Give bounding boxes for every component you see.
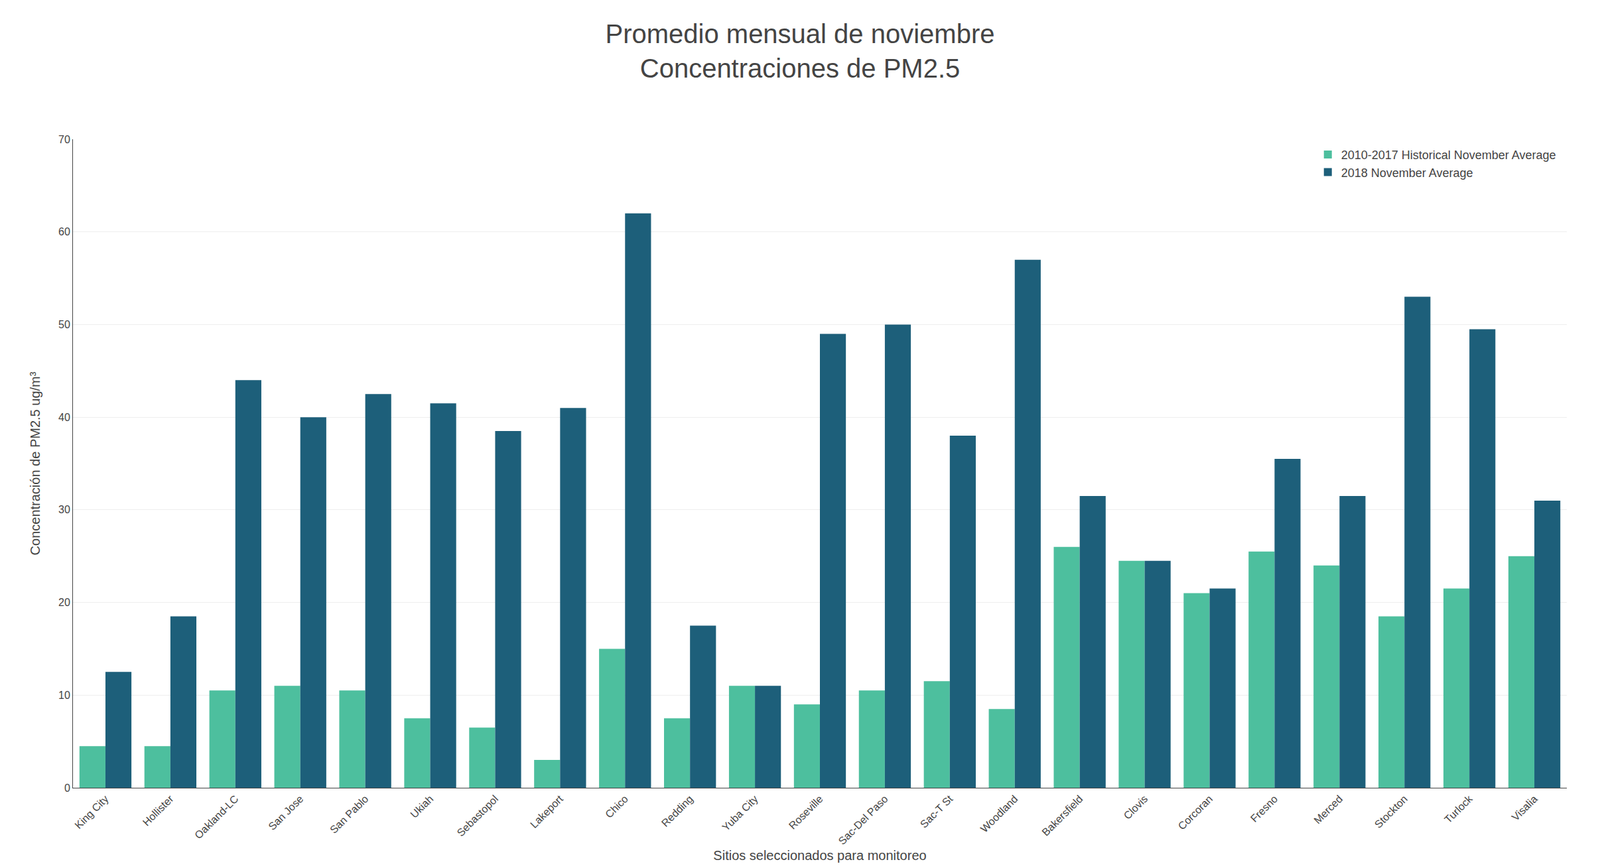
- svg-text:Corcoran: Corcoran: [1176, 793, 1216, 833]
- svg-text:Fresno: Fresno: [1248, 793, 1280, 825]
- svg-text:0: 0: [64, 782, 71, 795]
- svg-text:2010-2017 Historical November: 2010-2017 Historical November Average: [1341, 148, 1557, 162]
- svg-text:30: 30: [58, 504, 71, 516]
- svg-text:Oakland-LC: Oakland-LC: [192, 793, 241, 842]
- svg-text:San Pablo: San Pablo: [327, 793, 371, 836]
- svg-text:60: 60: [58, 226, 71, 238]
- svg-text:Ukiah: Ukiah: [407, 793, 436, 821]
- svg-text:70: 70: [58, 133, 71, 146]
- svg-text:San Jose: San Jose: [266, 793, 306, 833]
- svg-text:Sebastopol: Sebastopol: [455, 793, 501, 840]
- svg-text:Merced: Merced: [1311, 793, 1345, 827]
- svg-text:Sac-T St: Sac-T St: [918, 793, 956, 831]
- svg-text:Redding: Redding: [659, 793, 696, 830]
- svg-text:Woodland: Woodland: [978, 793, 1021, 836]
- svg-text:20: 20: [58, 597, 71, 609]
- svg-text:Roseville: Roseville: [786, 793, 826, 832]
- svg-text:Clovis: Clovis: [1121, 793, 1151, 822]
- svg-text:Concentración de PM2.5 ug/m³: Concentración de PM2.5 ug/m³: [27, 371, 43, 556]
- svg-text:Sitios seleccionados para moni: Sitios seleccionados para monitoreo: [713, 848, 927, 864]
- svg-text:Chico: Chico: [602, 793, 631, 821]
- svg-text:Lakeport: Lakeport: [528, 793, 566, 831]
- svg-text:2018 November Average: 2018 November Average: [1341, 166, 1474, 180]
- svg-text:Bakersfield: Bakersfield: [1039, 793, 1085, 839]
- svg-text:Sac-Del Paso: Sac-Del Paso: [835, 793, 890, 848]
- svg-text:Yuba City: Yuba City: [719, 793, 760, 834]
- svg-text:Promedio mensual de noviembreC: Promedio mensual de noviembreConcentraci…: [605, 19, 996, 83]
- svg-text:Stockton: Stockton: [1372, 793, 1410, 831]
- svg-text:Visalia: Visalia: [1509, 793, 1540, 824]
- svg-text:Hollister: Hollister: [140, 792, 176, 828]
- svg-text:40: 40: [58, 411, 71, 424]
- svg-text:10: 10: [58, 689, 71, 702]
- svg-text:50: 50: [58, 319, 71, 331]
- svg-text:Turlock: Turlock: [1442, 792, 1475, 826]
- svg-text:King City: King City: [72, 793, 111, 832]
